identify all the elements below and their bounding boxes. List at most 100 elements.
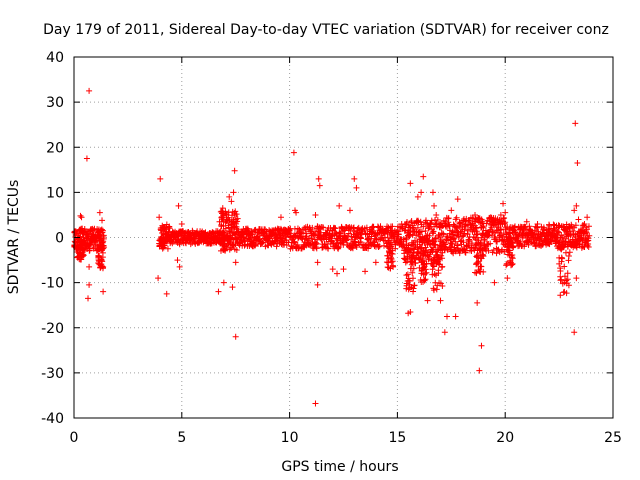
data-point — [474, 254, 481, 261]
data-point — [560, 237, 567, 244]
data-point — [585, 223, 592, 230]
data-point — [534, 220, 541, 227]
data-point — [558, 246, 565, 253]
data-point — [429, 271, 436, 278]
data-point — [234, 215, 241, 222]
data-point — [433, 235, 440, 242]
data-point — [559, 280, 566, 287]
data-point — [325, 245, 332, 252]
data-point — [432, 241, 439, 248]
data-point — [472, 269, 479, 276]
data-point — [557, 268, 564, 275]
x-tick-label: 0 — [70, 430, 79, 446]
data-point — [476, 367, 483, 374]
data-point — [505, 239, 512, 246]
data-point — [320, 224, 327, 231]
data-point — [157, 240, 164, 247]
data-point — [293, 209, 300, 216]
y-axis-label: SDTVAR / TECUs — [6, 180, 22, 295]
data-point — [462, 249, 469, 256]
data-point — [497, 211, 504, 218]
data-point — [510, 244, 517, 251]
data-point — [421, 261, 428, 268]
data-point — [408, 218, 415, 225]
data-point — [562, 249, 569, 256]
data-point — [176, 241, 183, 248]
data-point — [557, 292, 564, 299]
data-point — [571, 207, 578, 214]
data-point — [437, 297, 444, 304]
data-point — [233, 247, 240, 254]
data-point — [343, 236, 350, 243]
y-tick-label: 40 — [46, 50, 64, 66]
data-point — [403, 272, 410, 279]
data-point — [561, 273, 568, 280]
data-point — [176, 263, 183, 270]
data-point — [372, 259, 379, 266]
data-point — [411, 246, 418, 253]
data-point — [395, 231, 402, 238]
data-point — [222, 225, 229, 232]
data-point — [302, 236, 309, 243]
data-point — [487, 240, 494, 247]
data-point — [420, 223, 427, 230]
data-point — [438, 264, 445, 271]
data-point — [407, 265, 414, 272]
data-point — [86, 281, 93, 288]
data-point — [420, 173, 427, 180]
data-point — [315, 175, 322, 182]
data-point — [564, 270, 571, 277]
data-point — [425, 237, 432, 244]
data-point — [474, 299, 481, 306]
data-point — [384, 264, 391, 271]
data-point — [418, 259, 425, 266]
data-point — [86, 87, 93, 94]
data-point — [351, 175, 358, 182]
data-point — [79, 238, 86, 245]
data-point — [425, 256, 432, 263]
data-point — [407, 308, 414, 315]
data-point — [100, 288, 107, 295]
data-point — [451, 235, 458, 242]
data-point — [387, 241, 394, 248]
data-point — [414, 193, 421, 200]
data-point — [353, 244, 360, 251]
data-point — [314, 281, 321, 288]
data-point — [572, 120, 579, 127]
data-point — [501, 220, 508, 227]
data-point — [233, 211, 240, 218]
data-point — [77, 212, 84, 219]
data-point — [554, 235, 561, 242]
data-point — [453, 214, 460, 221]
data-point — [438, 242, 445, 249]
data-point — [229, 284, 236, 291]
data-point — [429, 266, 436, 273]
data-point — [423, 247, 430, 254]
data-point — [583, 229, 590, 236]
data-point — [404, 271, 411, 278]
data-point — [410, 288, 417, 295]
data-point — [437, 238, 444, 245]
data-point — [460, 246, 467, 253]
data-point — [99, 242, 106, 249]
data-point — [508, 254, 515, 261]
data-point — [585, 244, 592, 251]
data-point — [155, 275, 162, 282]
data-point — [384, 243, 391, 250]
data-point — [473, 261, 480, 268]
data-point — [85, 295, 92, 302]
data-point — [523, 218, 530, 225]
x-tick-label: 25 — [604, 430, 622, 446]
data-point — [316, 182, 323, 189]
data-point — [555, 222, 562, 229]
data-point — [439, 255, 446, 262]
data-point — [405, 286, 412, 293]
data-point — [156, 214, 163, 221]
data-point — [259, 239, 266, 246]
data-point — [558, 276, 565, 283]
data-point — [312, 400, 319, 407]
y-tick-label: 30 — [46, 95, 64, 111]
data-point — [313, 245, 320, 252]
data-point — [433, 211, 440, 218]
data-point — [389, 250, 396, 257]
